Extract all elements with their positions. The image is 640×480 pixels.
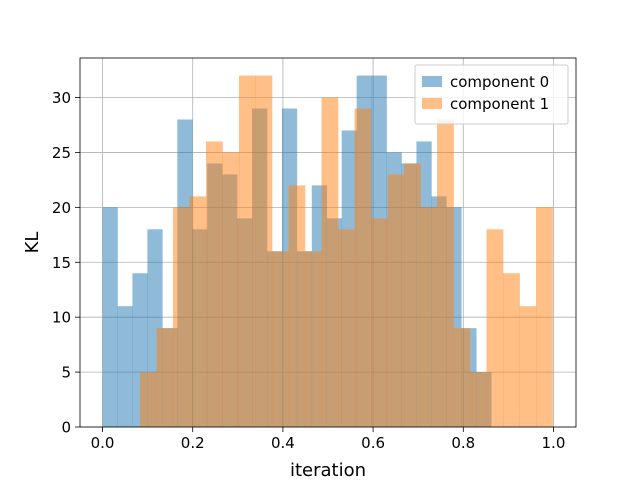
histogram-bar xyxy=(470,372,487,427)
plot-frame xyxy=(79,57,577,428)
legend-label: component 0 xyxy=(450,73,549,91)
legend-swatch xyxy=(422,76,442,87)
histogram-bar xyxy=(139,372,157,427)
bars-layer xyxy=(102,75,553,428)
histogram-bar xyxy=(288,185,306,427)
histogram-bar xyxy=(354,108,372,428)
histogram-bar xyxy=(519,306,537,427)
histogram-bar xyxy=(437,119,454,427)
histogram-bar xyxy=(387,174,405,427)
histogram-bar xyxy=(321,97,339,428)
x-tick-label: 0.4 xyxy=(271,434,295,452)
y-tick-label: 0 xyxy=(61,419,71,437)
histogram-bar xyxy=(503,273,520,427)
histogram-bar xyxy=(222,152,240,428)
histogram-bar xyxy=(271,251,289,427)
legend-swatch xyxy=(422,98,442,109)
histogram-bar xyxy=(205,141,223,427)
histogram-bar xyxy=(536,207,553,427)
histogram-bar xyxy=(404,163,421,427)
x-tick-label: 0.0 xyxy=(91,434,115,452)
x-tick-label: 0.2 xyxy=(181,434,205,452)
x-tick-label: 0.8 xyxy=(451,434,475,452)
histogram-bar xyxy=(305,251,322,427)
legend: component 0 component 1 xyxy=(414,64,569,125)
histogram-bar xyxy=(453,328,471,427)
legend-label: component 1 xyxy=(450,95,549,113)
y-tick-label: 10 xyxy=(52,309,71,327)
y-tick-label: 25 xyxy=(52,144,71,162)
y-tick-label: 5 xyxy=(61,364,71,382)
histogram-bar xyxy=(238,75,256,428)
x-tick-label: 1.0 xyxy=(542,434,566,452)
series-1-bars xyxy=(139,75,553,428)
y-axis-label: KL xyxy=(22,232,43,254)
histogram-bar xyxy=(338,229,355,427)
y-tick-label: 20 xyxy=(52,199,71,217)
histogram-bar xyxy=(486,229,504,427)
x-axis-label: iteration xyxy=(290,460,366,480)
histogram-bar xyxy=(255,75,273,428)
histogram-bar xyxy=(420,207,438,427)
histogram-bar xyxy=(371,218,388,427)
histogram-bar xyxy=(117,306,133,427)
histogram-bar xyxy=(156,328,174,427)
histogram-bar xyxy=(172,207,190,427)
y-tick-label: 30 xyxy=(52,89,71,107)
histogram-bar xyxy=(189,196,207,427)
histogram-bar xyxy=(102,207,118,427)
axes-layer: 0.0 0.2 0.4 0.6 0.8 1.0 0 5 10 15 20 25 30 xyxy=(52,57,577,452)
y-tick-label: 15 xyxy=(52,254,71,272)
legend-box xyxy=(414,64,569,125)
x-tick-label: 0.6 xyxy=(361,434,385,452)
